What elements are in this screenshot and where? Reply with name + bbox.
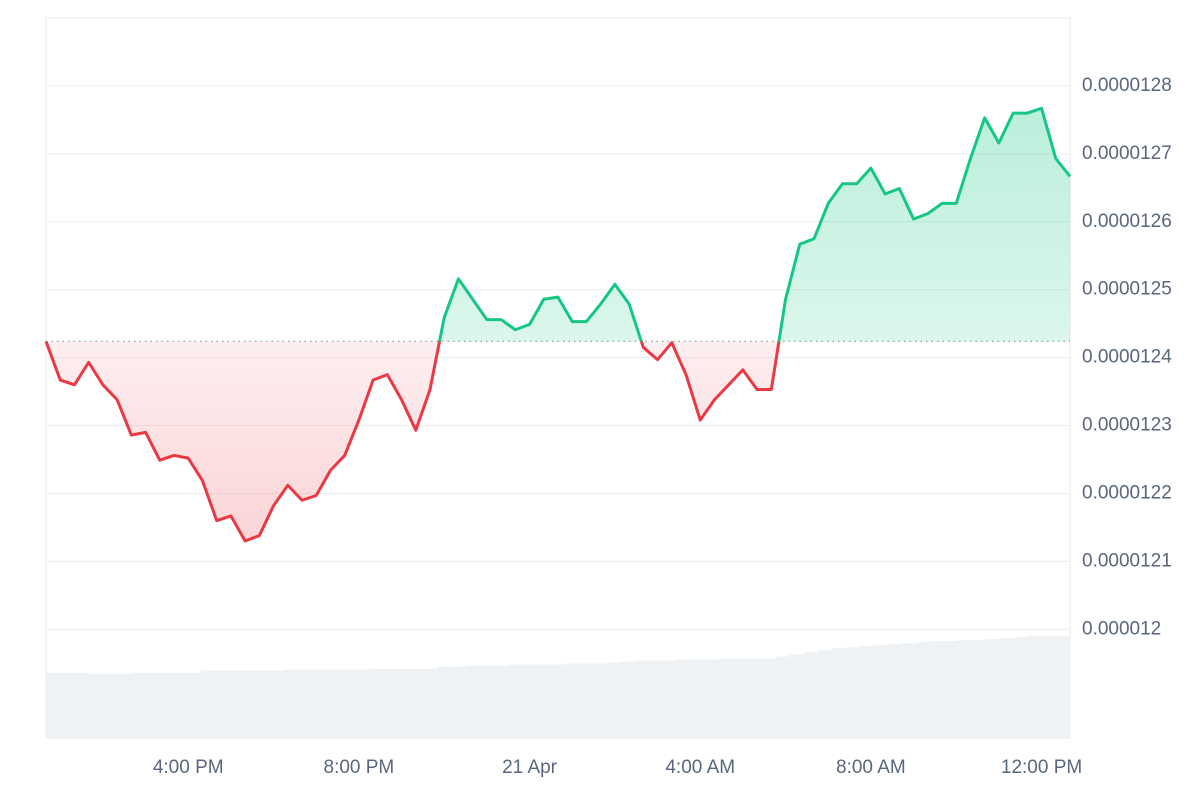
volume-bar	[887, 644, 902, 738]
volume-bar	[705, 659, 720, 738]
volume-bar	[74, 672, 89, 738]
volume-bar	[270, 670, 285, 738]
y-tick-label: 0.0000122	[1082, 482, 1172, 503]
volume-bar	[144, 672, 159, 738]
volume-bar	[565, 663, 580, 738]
volume-bar	[186, 672, 201, 738]
volume-bar	[803, 652, 818, 738]
volume-bar	[845, 647, 860, 738]
volume-bar	[550, 664, 566, 738]
volume-bar	[242, 670, 257, 738]
volume-bar	[228, 670, 243, 738]
volume-bar	[649, 660, 664, 738]
price-line	[44, 106, 1072, 543]
volume-bar	[46, 672, 61, 738]
y-tick-label: 0.0000121	[1082, 550, 1172, 571]
volume-bar	[368, 668, 383, 738]
volume-bar	[985, 639, 1001, 738]
x-tick-label: 4:00 PM	[153, 757, 224, 778]
volume-bar	[901, 643, 916, 738]
volume-bar	[60, 672, 75, 738]
volume-bar	[1041, 636, 1057, 738]
volume-bar	[88, 673, 103, 738]
volume-bar	[522, 664, 538, 738]
x-tick-label: 8:00 AM	[836, 757, 906, 778]
y-tick-label: 0.0000126	[1082, 211, 1172, 232]
volume-bar	[284, 669, 299, 738]
volume-bar	[929, 641, 945, 738]
volume-bar	[607, 662, 622, 738]
volume-bar	[214, 670, 229, 738]
volume-bar	[873, 645, 888, 738]
volume-bar	[466, 665, 482, 738]
volume-bar	[817, 650, 832, 738]
volume-bar	[1055, 636, 1071, 738]
x-tick-label: 12:00 PM	[1001, 757, 1082, 778]
x-tick-label: 21 Apr	[502, 757, 558, 778]
volume-bar	[663, 660, 678, 738]
price-area	[46, 108, 1070, 542]
volume-bar	[172, 672, 187, 738]
y-tick-label: 0.0000123	[1082, 415, 1172, 436]
volume-bar	[354, 669, 369, 738]
volume-bar	[761, 658, 776, 738]
volume-bar	[635, 660, 650, 738]
volume-bar	[424, 668, 440, 738]
volume-bar	[340, 669, 355, 738]
volume-bar	[298, 669, 313, 738]
volume-bar	[396, 668, 412, 738]
volume-bar	[593, 663, 608, 738]
volume-bar	[691, 659, 706, 738]
volume-bar	[943, 641, 959, 738]
y-tick-label: 0.0000125	[1082, 279, 1172, 300]
x-tick-label: 8:00 PM	[324, 757, 395, 778]
volume-bar	[1027, 636, 1043, 738]
volume-bar	[410, 668, 426, 738]
volume-bar	[158, 672, 173, 738]
volume-bar	[130, 672, 145, 738]
volume-bar	[831, 648, 846, 738]
x-tick-label: 4:00 AM	[665, 757, 735, 778]
volume-bar	[438, 666, 454, 738]
volume-bar	[579, 663, 594, 738]
volume-bar	[508, 664, 524, 738]
volume-bar	[677, 659, 692, 738]
volume-bar	[775, 656, 790, 738]
volume-bar	[116, 673, 131, 738]
y-tick-label: 0.0000124	[1082, 347, 1172, 368]
y-tick-label: 0.0000128	[1082, 75, 1172, 96]
volume-bar	[971, 640, 987, 738]
y-tick-label: 0.0000127	[1082, 143, 1172, 164]
volume-bar	[382, 668, 397, 738]
volume-bar	[915, 642, 931, 738]
volume-bar	[326, 669, 341, 738]
volume-bar	[480, 665, 496, 738]
volume-bar	[789, 654, 804, 738]
y-tick-label: 0.000012	[1082, 618, 1161, 639]
volume-bar	[747, 658, 762, 738]
volume-bar	[859, 646, 874, 738]
volume-bar	[621, 661, 636, 738]
volume-bar	[957, 640, 973, 738]
volume-bar	[256, 670, 271, 738]
volume-bar	[494, 665, 510, 738]
volume-bar	[1013, 637, 1029, 738]
volume-bar	[452, 666, 468, 738]
volume-bar	[200, 670, 215, 738]
volume-bar	[102, 673, 117, 738]
volume-bar	[733, 658, 748, 738]
volume-bar	[999, 638, 1015, 738]
volume-bar	[719, 658, 734, 738]
volume-bar	[312, 669, 327, 738]
volume-bar	[536, 664, 552, 738]
